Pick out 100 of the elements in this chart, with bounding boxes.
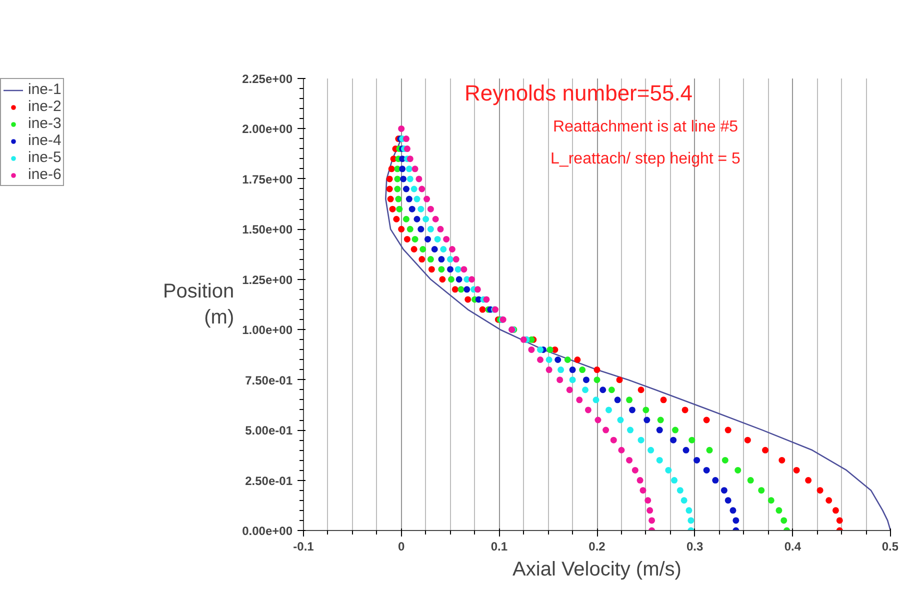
point — [460, 266, 468, 273]
point — [657, 416, 664, 424]
point — [688, 517, 694, 524]
legend-label: ine-2 — [28, 98, 62, 115]
point — [636, 477, 644, 484]
point — [594, 416, 602, 424]
point — [627, 426, 634, 434]
point — [724, 426, 732, 434]
point — [410, 186, 418, 192]
point — [398, 125, 405, 132]
point — [395, 196, 402, 202]
point — [431, 246, 438, 252]
point — [398, 226, 405, 232]
point — [427, 226, 434, 232]
point — [776, 507, 782, 514]
point — [732, 517, 740, 524]
point — [712, 477, 719, 484]
point — [558, 366, 564, 374]
point — [744, 436, 751, 444]
point — [682, 406, 688, 414]
point — [406, 196, 412, 202]
point — [688, 436, 696, 444]
point — [793, 466, 800, 474]
point — [656, 456, 663, 464]
y-tick-label: 5.00e-01 — [245, 424, 293, 438]
x-tick-label: -0.1 — [293, 540, 314, 554]
point — [437, 226, 444, 232]
point — [768, 497, 774, 504]
point — [402, 136, 410, 142]
point — [386, 176, 393, 182]
point — [399, 166, 406, 172]
point — [660, 396, 667, 404]
point — [720, 487, 728, 494]
point — [452, 256, 460, 263]
point — [626, 396, 633, 404]
point — [600, 386, 606, 394]
point — [617, 416, 624, 424]
point — [418, 226, 424, 232]
point — [464, 286, 470, 293]
legend-label: ine-1 — [28, 81, 62, 98]
legend-label: ine-4 — [28, 132, 62, 149]
point — [414, 216, 420, 222]
point — [406, 226, 414, 232]
point — [448, 246, 456, 252]
point — [546, 346, 554, 353]
point — [832, 507, 839, 514]
point — [432, 216, 439, 222]
x-tick-label: 0.5 — [882, 540, 899, 554]
point — [474, 286, 481, 293]
point — [386, 186, 393, 192]
point — [418, 206, 424, 212]
point — [646, 507, 654, 514]
point — [406, 166, 412, 172]
point — [416, 176, 422, 182]
point — [428, 266, 435, 273]
annotation: Reynolds number=55.4 — [464, 80, 693, 106]
point — [703, 466, 710, 474]
point — [642, 406, 650, 414]
point — [454, 266, 462, 273]
y-tick-label: 2.50e-01 — [245, 474, 293, 488]
point — [671, 477, 678, 484]
point — [458, 286, 464, 293]
point — [402, 216, 410, 222]
point — [816, 487, 824, 494]
point — [722, 456, 728, 464]
point — [537, 346, 544, 353]
point — [569, 366, 576, 374]
point — [610, 436, 617, 444]
point — [537, 356, 544, 363]
point — [452, 286, 458, 293]
point — [724, 497, 732, 504]
point — [638, 436, 644, 444]
annotation: Reattachment is at line #5 — [553, 118, 738, 136]
point — [582, 386, 589, 394]
point — [406, 156, 414, 162]
y-tick-label: 7.50e-01 — [245, 373, 293, 388]
point — [682, 446, 690, 454]
y-axis-title: Position (m) — [162, 280, 234, 329]
y-tick-label: 1.50e+00 — [242, 222, 293, 237]
point — [456, 276, 462, 283]
point — [400, 176, 407, 182]
point — [427, 206, 434, 212]
point — [404, 236, 410, 242]
point — [648, 446, 654, 454]
point — [778, 456, 786, 464]
point — [569, 376, 576, 384]
point — [412, 236, 418, 242]
point — [393, 216, 400, 222]
point — [447, 266, 454, 273]
point — [447, 256, 454, 263]
point — [656, 426, 663, 434]
point — [632, 466, 638, 474]
legend-label: ine-5 — [28, 149, 62, 166]
point — [640, 487, 646, 494]
point — [644, 497, 652, 504]
point — [439, 276, 446, 283]
x-axis-title: Axial Velocity (m/s) — [512, 558, 682, 580]
point — [389, 206, 396, 212]
point — [574, 356, 581, 363]
point — [706, 446, 713, 454]
